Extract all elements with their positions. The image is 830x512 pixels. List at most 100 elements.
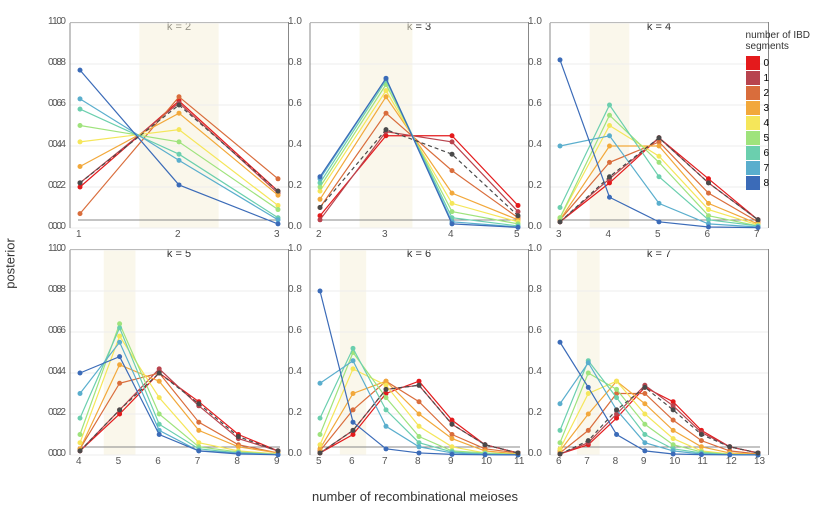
x-tick-label: 3 — [556, 229, 562, 240]
legend-swatch — [746, 101, 760, 115]
x-tick-label: 12 — [726, 456, 737, 467]
x-tick-label: 9 — [641, 456, 647, 467]
y-tick-label: 0.8 — [288, 284, 302, 295]
legend: number of IBDsegments 0 1 2 3 4 5 6 7 8 — [746, 30, 810, 191]
legend-label: 3 — [764, 103, 770, 114]
y-tick-label: 1.0 — [48, 16, 62, 27]
y-tick-label: 0.4 — [48, 366, 62, 377]
y-tick-label: 0.6 — [528, 98, 542, 109]
y-tick-label: 1.0 — [288, 243, 302, 254]
panel: k = 3 — [310, 22, 529, 228]
x-tick-label: 3 — [382, 229, 388, 240]
panel: k = 7 — [550, 249, 769, 455]
y-tick-label: 0.8 — [48, 284, 62, 295]
panel: k = 6 — [310, 249, 529, 455]
legend-item: 7 — [746, 161, 810, 175]
legend-swatch — [746, 56, 760, 70]
legend-item: 0 — [746, 56, 810, 70]
x-tick-label: 9 — [274, 456, 280, 467]
y-tick-label: 1.0 — [48, 243, 62, 254]
legend-item: 1 — [746, 71, 810, 85]
x-tick-label: 8 — [415, 456, 421, 467]
y-tick-label: 0.0 — [288, 448, 302, 459]
x-tick-label: 4 — [606, 229, 612, 240]
x-tick-label: 7 — [584, 456, 590, 467]
legend-title: number of IBDsegments — [746, 30, 810, 52]
y-tick-label: 0.6 — [288, 325, 302, 336]
legend-items: 0 1 2 3 4 5 6 7 8 — [746, 56, 810, 190]
legend-label: 8 — [764, 178, 770, 189]
y-tick-label: 0.0 — [528, 448, 542, 459]
x-tick-label: 11 — [514, 456, 524, 467]
y-tick-label: 0.4 — [288, 366, 302, 377]
y-tick-label: 0.2 — [288, 407, 302, 418]
x-tick-label: 6 — [155, 456, 161, 467]
legend-swatch — [746, 176, 760, 190]
legend-label: 1 — [764, 73, 770, 84]
y-tick-label: 0.4 — [528, 139, 542, 150]
legend-item: 3 — [746, 101, 810, 115]
y-tick-label: 0.2 — [528, 407, 542, 418]
x-tick-label: 8 — [234, 456, 240, 467]
x-tick-label: 5 — [655, 229, 661, 240]
x-tick-label: 13 — [754, 456, 765, 467]
y-tick-label: 0.4 — [528, 366, 542, 377]
y-tick-label: 0.8 — [528, 57, 542, 68]
y-tick-label: 0.4 — [48, 139, 62, 150]
x-tick-label: 2 — [316, 229, 322, 240]
y-tick-label: 0.2 — [288, 180, 302, 191]
y-tick-label: 0.2 — [48, 180, 62, 191]
x-tick-label: 10 — [669, 456, 680, 467]
x-tick-label: 1 — [76, 229, 82, 240]
figure-container: posterior number of recombinational meio… — [0, 0, 830, 512]
legend-item: 6 — [746, 146, 810, 160]
panel: k = 4 — [550, 22, 769, 228]
y-tick-label: 0.6 — [288, 98, 302, 109]
y-tick-label: 0.8 — [288, 57, 302, 68]
y-tick-label: 1.0 — [528, 16, 542, 27]
y-tick-label: 0.6 — [48, 98, 62, 109]
legend-swatch — [746, 86, 760, 100]
panel: k = 5 — [70, 249, 289, 455]
legend-label: 2 — [764, 88, 770, 99]
x-tick-label: 6 — [349, 456, 355, 467]
x-tick-label: 9 — [448, 456, 454, 467]
y-tick-label: 0.8 — [528, 284, 542, 295]
legend-label: 5 — [764, 133, 770, 144]
x-tick-label: 7 — [195, 456, 201, 467]
y-tick-label: 1.0 — [528, 243, 542, 254]
x-tick-label: 7 — [382, 456, 388, 467]
legend-item: 8 — [746, 176, 810, 190]
x-tick-label: 7 — [754, 229, 760, 240]
legend-item: 2 — [746, 86, 810, 100]
legend-label: 6 — [764, 148, 770, 159]
y-tick-label: 0.0 — [48, 221, 62, 232]
y-tick-label: 0.6 — [48, 325, 62, 336]
x-tick-label: 10 — [481, 456, 492, 467]
y-tick-label: 0.0 — [288, 221, 302, 232]
y-tick-label: 0.4 — [288, 139, 302, 150]
y-tick-label: 0.8 — [48, 57, 62, 68]
y-tick-label: 0.0 — [528, 221, 542, 232]
x-tick-label: 6 — [556, 456, 562, 467]
x-tick-label: 4 — [76, 456, 82, 467]
legend-label: 4 — [764, 118, 770, 129]
legend-swatch — [746, 146, 760, 160]
x-tick-label: 11 — [697, 456, 707, 467]
x-tick-label: 5 — [514, 229, 520, 240]
x-tick-label: 4 — [448, 229, 454, 240]
y-tick-label: 0.6 — [528, 325, 542, 336]
x-axis-label: number of recombinational meioses — [312, 489, 518, 504]
x-tick-label: 3 — [274, 229, 280, 240]
x-tick-label: 2 — [175, 229, 181, 240]
legend-item: 5 — [746, 131, 810, 145]
legend-swatch — [746, 116, 760, 130]
legend-label: 0 — [764, 58, 770, 69]
legend-swatch — [746, 161, 760, 175]
legend-label: 7 — [764, 163, 770, 174]
y-tick-label: 0.0 — [48, 448, 62, 459]
x-tick-label: 6 — [705, 229, 711, 240]
y-tick-label: 0.2 — [528, 180, 542, 191]
x-tick-label: 5 — [116, 456, 122, 467]
legend-swatch — [746, 71, 760, 85]
